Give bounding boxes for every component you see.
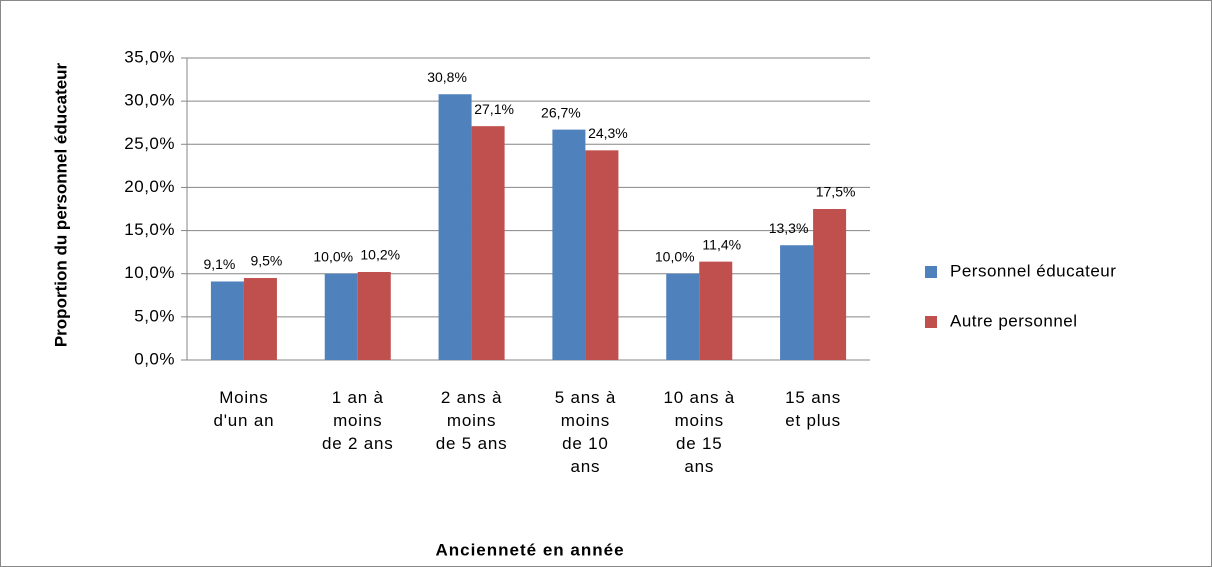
bar: [552, 129, 586, 360]
value-label: 24,3%: [588, 125, 628, 141]
y-tick-label: 10,0%: [124, 263, 175, 282]
value-label: 11,4%: [702, 236, 741, 252]
x-tick-label: 15 ans et plus: [785, 388, 841, 430]
value-label: 30,8%: [427, 69, 467, 85]
bar: [585, 150, 619, 360]
y-tick-label: 25,0%: [124, 134, 175, 153]
legend-swatch: [925, 316, 937, 328]
bar: [666, 273, 700, 360]
bar: [438, 94, 472, 361]
x-tick-label: 1 an à moins de 2 ans: [321, 388, 394, 453]
bar: [243, 278, 277, 360]
legend-label: Autre personnel: [950, 311, 1078, 330]
value-label: 10,2%: [360, 247, 400, 263]
y-tick-label: 30,0%: [124, 91, 175, 110]
value-label: 13,3%: [769, 220, 809, 236]
x-axis-title: Ancienneté en année: [435, 540, 624, 559]
y-tick-label: 20,0%: [124, 177, 175, 196]
y-tick-label: 15,0%: [124, 220, 175, 239]
x-tick-label: Moins d'un an: [213, 388, 275, 430]
value-label: 9,5%: [250, 253, 282, 269]
bar: [324, 273, 358, 360]
bar: [357, 271, 391, 360]
value-label: 10,0%: [655, 248, 695, 264]
bar: [699, 261, 733, 360]
value-label: 10,0%: [313, 248, 353, 264]
x-tick-label: 10 ans à moins de 15 ans: [663, 388, 736, 476]
value-label: 17,5%: [816, 184, 856, 200]
legend-label: Personnel éducateur: [950, 261, 1116, 280]
bar: [813, 209, 847, 360]
legend-swatch: [925, 266, 937, 278]
bar: [780, 245, 814, 360]
bar: [210, 281, 244, 360]
value-label: 9,1%: [203, 256, 235, 272]
x-tick-label: 2 ans à moins de 5 ans: [435, 388, 508, 453]
value-label: 27,1%: [474, 101, 514, 117]
y-tick-label: 35,0%: [124, 47, 175, 66]
x-tick-label: 5 ans à moins de 10 ans: [554, 388, 617, 476]
y-tick-label: 5,0%: [134, 306, 175, 325]
y-axis-title: Proportion du personnel éducateur: [51, 62, 70, 347]
bar: [471, 126, 505, 360]
value-label: 26,7%: [541, 104, 581, 120]
y-tick-label: 0,0%: [134, 349, 175, 368]
